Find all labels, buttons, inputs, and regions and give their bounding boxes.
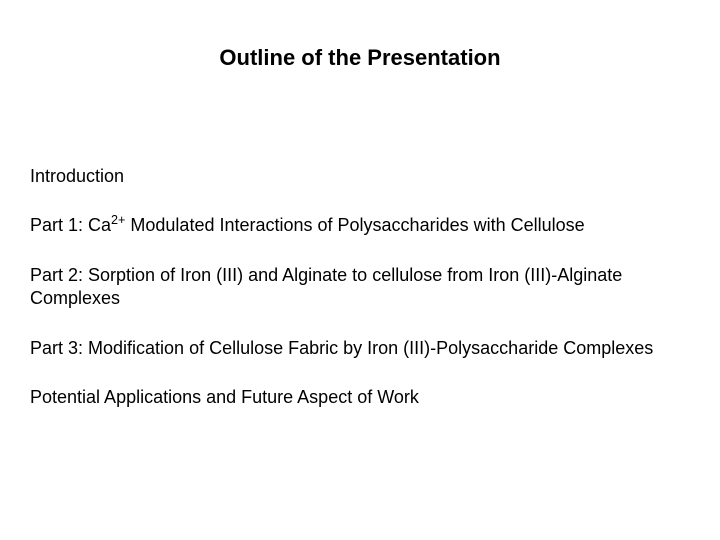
outline-item-closing: Potential Applications and Future Aspect…	[30, 386, 700, 409]
outline-item-part1: Part 1: Ca2+ Modulated Interactions of P…	[30, 214, 700, 237]
outline-item-part3: Part 3: Modification of Cellulose Fabric…	[30, 337, 700, 360]
part1-superscript: 2+	[111, 213, 125, 227]
part1-suffix: Modulated Interactions of Polysaccharide…	[125, 215, 584, 235]
outline-item-part2: Part 2: Sorption of Iron (III) and Algin…	[30, 264, 700, 311]
part1-prefix: Part 1: Ca	[30, 215, 111, 235]
slide-title: Outline of the Presentation	[0, 45, 720, 71]
outline-content: Introduction Part 1: Ca2+ Modulated Inte…	[30, 165, 700, 435]
outline-item-intro: Introduction	[30, 165, 700, 188]
